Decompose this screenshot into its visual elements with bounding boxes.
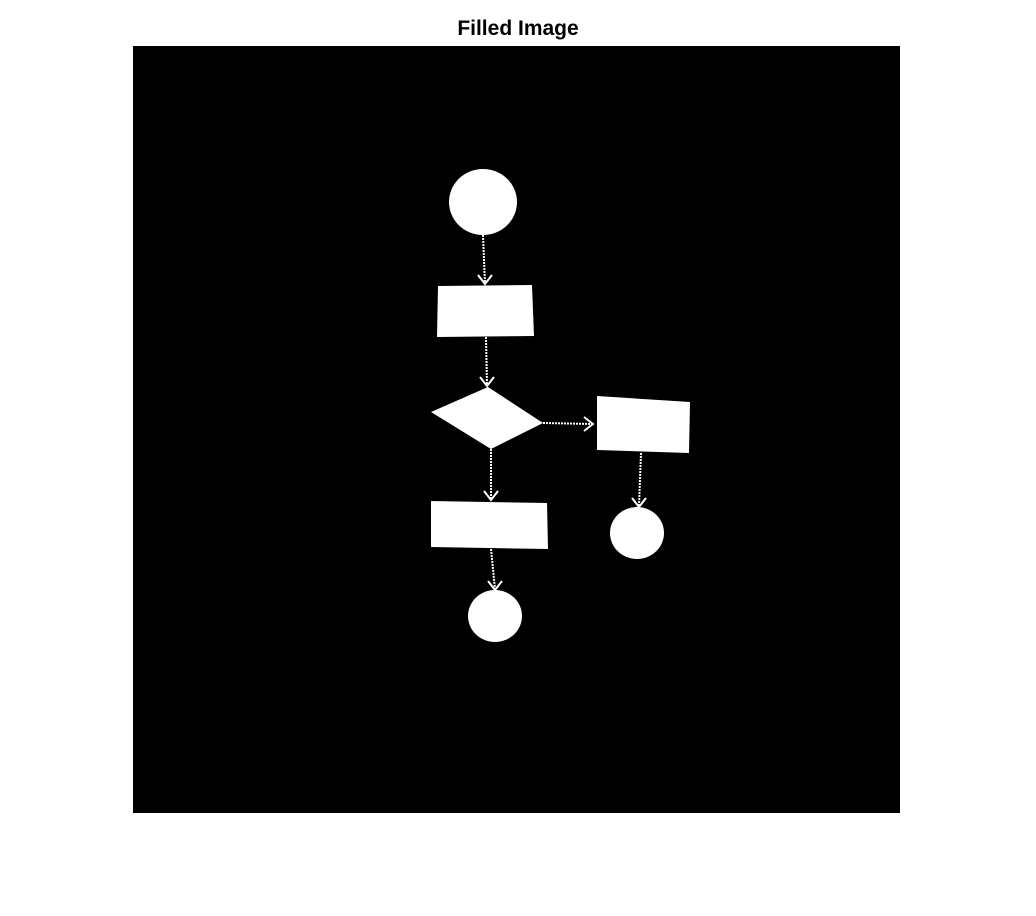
- connector-right-box-to-circle: [631, 452, 647, 509]
- binary-image-axes: [133, 46, 900, 813]
- process-box-bottom: [431, 501, 548, 549]
- decision-diamond: [431, 387, 543, 449]
- end-circle-right: [610, 507, 664, 559]
- start-circle: [449, 169, 517, 235]
- connector-decision-to-right-box: [542, 416, 595, 432]
- process-box-right: [597, 396, 690, 453]
- connector-start-to-process: [477, 234, 493, 286]
- figure-title: Filled Image: [457, 17, 579, 40]
- connector-process-to-decision: [479, 336, 495, 388]
- connector-decision-to-bottom-box: [483, 449, 499, 502]
- end-circle-bottom: [468, 590, 522, 642]
- process-box-top: [437, 285, 534, 337]
